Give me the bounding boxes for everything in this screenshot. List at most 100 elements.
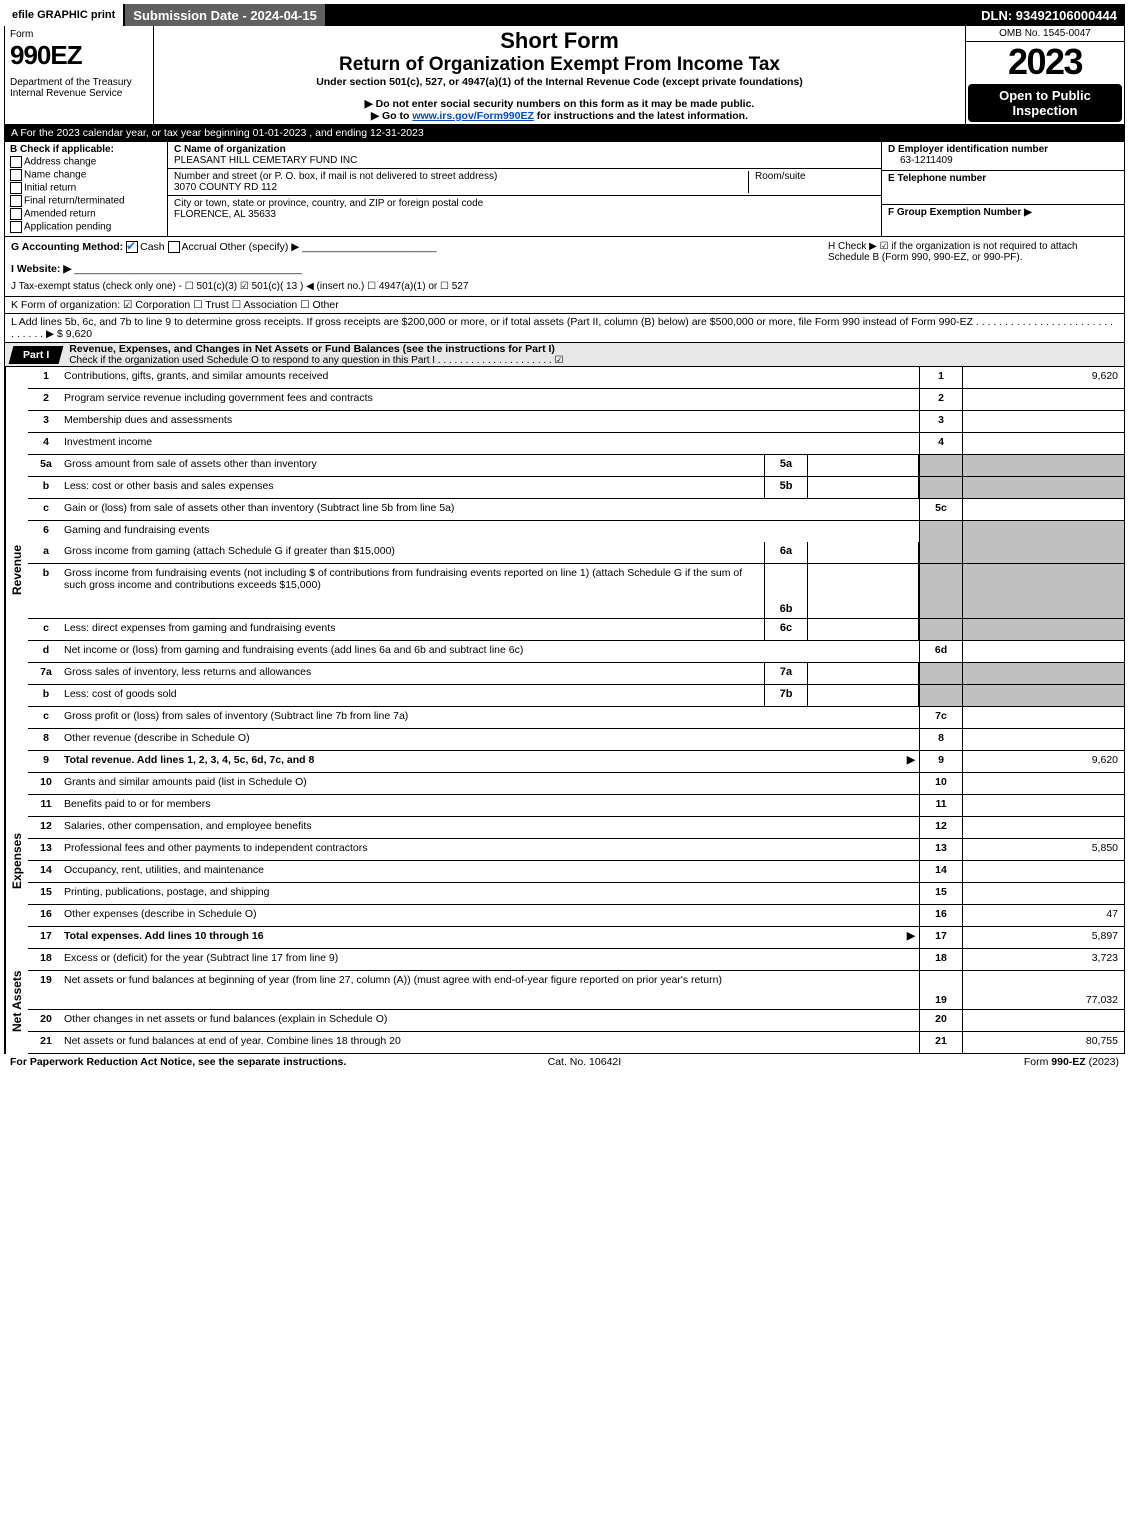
submission-date: Submission Date - 2024-04-15 (125, 4, 327, 26)
net-vlabel: Net Assets (5, 949, 28, 1054)
section-b: B Check if applicable: Address change Na… (5, 142, 168, 236)
line-6d-amt (962, 641, 1124, 662)
line-6c-sub (808, 619, 919, 640)
chk-initial[interactable]: Initial return (10, 182, 162, 194)
line-4-amt (962, 433, 1124, 454)
section-c: C Name of organization PLEASANT HILL CEM… (168, 142, 881, 236)
chk-address[interactable]: Address change (10, 156, 162, 168)
line-18-amt: 3,723 (962, 949, 1124, 970)
line-6a-desc: Gross income from gaming (attach Schedul… (64, 542, 764, 563)
h-schedule-b: H Check ▶ ☑ if the organization is not r… (822, 241, 1118, 292)
footer-right: Form 990-EZ (2023) (1024, 1056, 1119, 1068)
part-1-title: Revenue, Expenses, and Changes in Net As… (61, 343, 1124, 355)
part-1-header: Part I Revenue, Expenses, and Changes in… (4, 343, 1125, 367)
f-group-label: F Group Exemption Number ▶ (888, 207, 1032, 218)
line-17-desc: Total expenses. Add lines 10 through 16 (64, 930, 264, 942)
line-13-desc: Professional fees and other payments to … (64, 839, 919, 860)
footer-left: For Paperwork Reduction Act Notice, see … (10, 1056, 346, 1068)
section-ghij: G Accounting Method: Cash Accrual Other … (4, 237, 1125, 297)
line-6b-sub (808, 564, 919, 618)
chk-amended[interactable]: Amended return (10, 208, 162, 220)
line-16-amt: 47 (962, 905, 1124, 926)
line-19-desc: Net assets or fund balances at beginning… (64, 971, 919, 1009)
expenses-section: Expenses 10Grants and similar amounts pa… (4, 773, 1125, 949)
chk-final[interactable]: Final return/terminated (10, 195, 162, 207)
line-3-desc: Membership dues and assessments (64, 411, 919, 432)
city-label: City or town, state or province, country… (174, 198, 483, 209)
header-subtitle: Under section 501(c), 527, or 4947(a)(1)… (160, 76, 959, 88)
line-9-desc: Total revenue. Add lines 1, 2, 3, 4, 5c,… (64, 754, 314, 766)
line-2-desc: Program service revenue including govern… (64, 389, 919, 410)
line-7a-desc: Gross sales of inventory, less returns a… (64, 663, 764, 684)
line-7a-sub (808, 663, 919, 684)
open-to-public: Open to Public Inspection (968, 84, 1122, 122)
room-suite: Room/suite (748, 171, 875, 193)
revenue-vlabel: Revenue (5, 367, 28, 773)
street-block: Number and street (or P. O. box, if mail… (168, 169, 881, 196)
org-name-block: C Name of organization PLEASANT HILL CEM… (168, 142, 881, 169)
line-1-amt: 9,620 (962, 367, 1124, 388)
line-5b-sub (808, 477, 919, 498)
street-value: 3070 COUNTY RD 112 (174, 182, 277, 193)
form-number: 990EZ (10, 40, 82, 70)
top-bar: efile GRAPHIC print Submission Date - 20… (4, 4, 1125, 26)
section-l: L Add lines 5b, 6c, and 7b to line 9 to … (4, 314, 1125, 343)
header-left: Form 990EZ Department of the Treasury In… (5, 26, 154, 124)
g-label: G Accounting Method: (11, 241, 123, 253)
line-16-desc: Other expenses (describe in Schedule O) (64, 905, 919, 926)
j-tax-status: J Tax-exempt status (check only one) - ☐… (11, 281, 822, 292)
irs-link[interactable]: www.irs.gov/Form990EZ (412, 110, 534, 122)
goto-prefix: ▶ Go to (371, 110, 412, 122)
efile-label[interactable]: efile GRAPHIC print (4, 4, 125, 26)
city-value: FLORENCE, AL 35633 (174, 209, 276, 220)
street-label: Number and street (or P. O. box, if mail… (174, 171, 497, 182)
line-11-amt (962, 795, 1124, 816)
line-20-amt (962, 1010, 1124, 1031)
line-11-desc: Benefits paid to or for members (64, 795, 919, 816)
ein-value: 63-1211409 (900, 155, 953, 166)
expenses-vlabel: Expenses (5, 773, 28, 949)
line-6d-desc: Net income or (loss) from gaming and fun… (64, 641, 919, 662)
line-12-amt (962, 817, 1124, 838)
line-5b-desc: Less: cost or other basis and sales expe… (64, 477, 764, 498)
line-6b-desc: Gross income from fundraising events (no… (64, 564, 764, 618)
line-5a-sub (808, 455, 919, 476)
line-9-amt: 9,620 (962, 751, 1124, 772)
line-13-amt: 5,850 (962, 839, 1124, 860)
line-7b-desc: Less: cost of goods sold (64, 685, 764, 706)
line-6a-sub (808, 542, 919, 563)
chk-accrual[interactable] (168, 241, 180, 253)
section-a: A For the 2023 calendar year, or tax yea… (4, 125, 1125, 142)
revenue-section: Revenue 1Contributions, gifts, grants, a… (4, 367, 1125, 773)
line-18-desc: Excess or (deficit) for the year (Subtra… (64, 949, 919, 970)
line-7c-amt (962, 707, 1124, 728)
chk-name[interactable]: Name change (10, 169, 162, 181)
goto-line: ▶ Go to www.irs.gov/Form990EZ for instru… (160, 110, 959, 122)
header-mid: Short Form Return of Organization Exempt… (154, 26, 965, 124)
line-2-amt (962, 389, 1124, 410)
chk-cash[interactable] (126, 241, 138, 253)
line-14-desc: Occupancy, rent, utilities, and maintena… (64, 861, 919, 882)
line-10-amt (962, 773, 1124, 794)
net-assets-section: Net Assets 18Excess or (deficit) for the… (4, 949, 1125, 1054)
goto-suffix: for instructions and the latest informat… (534, 110, 748, 122)
line-3-amt (962, 411, 1124, 432)
line-5a-desc: Gross amount from sale of assets other t… (64, 455, 764, 476)
line-10-desc: Grants and similar amounts paid (list in… (64, 773, 919, 794)
e-phone-label: E Telephone number (888, 173, 986, 184)
footer-cat: Cat. No. 10642I (548, 1056, 622, 1068)
c-label: C Name of organization (174, 144, 286, 155)
org-name: PLEASANT HILL CEMETARY FUND INC (174, 155, 357, 166)
line-6-desc: Gaming and fundraising events (64, 521, 919, 542)
section-bcdef: B Check if applicable: Address change Na… (4, 142, 1125, 237)
line-1-desc: Contributions, gifts, grants, and simila… (64, 367, 919, 388)
short-form-title: Short Form (160, 28, 959, 54)
line-4-desc: Investment income (64, 433, 919, 454)
line-8-amt (962, 729, 1124, 750)
section-def: D Employer identification number 63-1211… (881, 142, 1124, 236)
department: Department of the Treasury Internal Reve… (10, 77, 148, 99)
line-8-desc: Other revenue (describe in Schedule O) (64, 729, 919, 750)
line-21-desc: Net assets or fund balances at end of ye… (64, 1032, 919, 1053)
chk-pending[interactable]: Application pending (10, 221, 162, 233)
i-website: I Website: ▶ ___________________________… (11, 263, 822, 275)
